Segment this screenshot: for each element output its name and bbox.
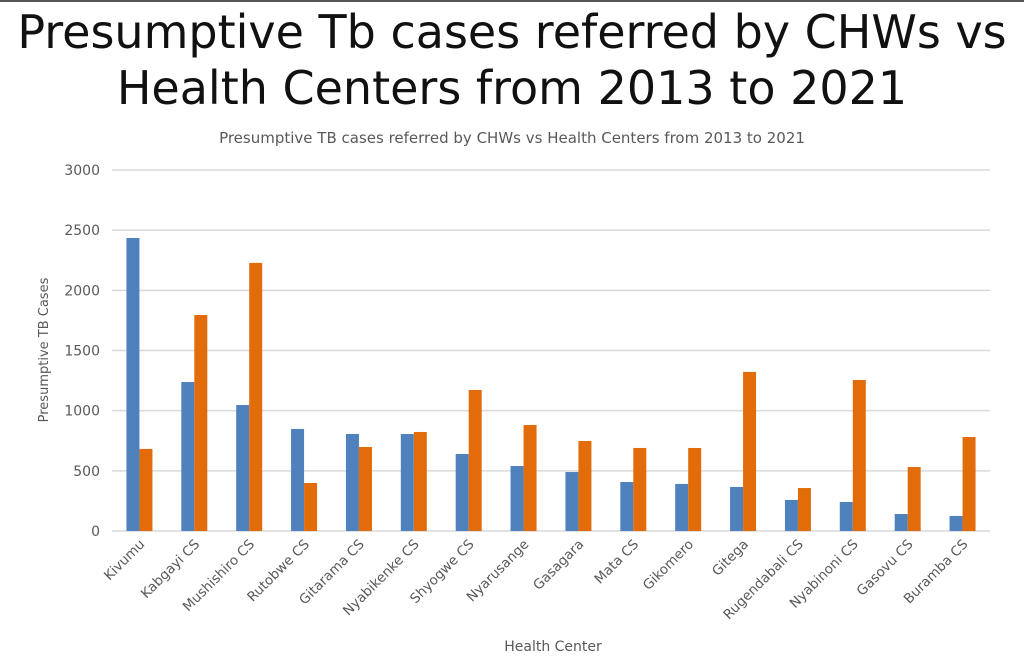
bar-series-1-mushishiro-cs xyxy=(236,405,250,531)
y-tick-label: 2000 xyxy=(64,283,100,299)
bar-series-2-nyabinoni-cs xyxy=(852,379,866,531)
bar-series-1-nyabikenke-cs xyxy=(400,434,414,531)
bar-series-2-gitega xyxy=(743,371,757,531)
y-tick-label: 0 xyxy=(91,524,100,540)
bar-series-1-rutobwe-cs xyxy=(291,428,305,531)
y-tick-label: 1500 xyxy=(64,344,100,360)
y-tick-label: 500 xyxy=(73,464,100,480)
page-title: Presumptive Tb cases referred by CHWs vs… xyxy=(17,5,1007,115)
x-axis-label: Health Center xyxy=(504,639,602,655)
bar-series-1-gikomero xyxy=(675,483,689,531)
bar-series-2-rugendabali-cs xyxy=(797,488,811,531)
bar-series-2-gitarama-cs xyxy=(358,447,372,531)
bar-series-2-gasovu-cs xyxy=(907,466,921,531)
bar-series-2-mata-cs xyxy=(633,447,647,531)
bar-series-2-rutobwe-cs xyxy=(304,482,318,531)
bar-series-1-mata-cs xyxy=(620,482,634,531)
y-tick-label: 3000 xyxy=(64,163,100,179)
bar-series-1-gitarama-cs xyxy=(345,434,359,531)
bar-series-2-mushishiro-cs xyxy=(249,262,263,531)
x-tick-label: Mata CS xyxy=(591,537,642,588)
bar-series-1-nyarusange xyxy=(510,466,524,531)
bar-series-2-gasagara xyxy=(578,440,592,531)
bar-series-2-nyabikenke-cs xyxy=(413,431,427,531)
x-tick-label: Gitega xyxy=(709,537,752,580)
y-axis-label: Presumptive TB Cases xyxy=(37,277,52,422)
chart-title: Presumptive TB cases referred by CHWs vs… xyxy=(219,129,805,147)
bar-series-1-rugendabali-cs xyxy=(784,499,798,531)
bar-series-2-shyogwe-cs xyxy=(468,389,482,531)
bar-series-2-buramba-cs xyxy=(962,437,976,531)
bar-series-1-kabgayi-cs xyxy=(181,382,195,531)
bar-series-2-kabgayi-cs xyxy=(194,315,208,531)
y-tick-label: 1000 xyxy=(64,404,100,420)
bar-series-1-gitega xyxy=(730,486,744,531)
x-tick-label: Gasagara xyxy=(530,537,587,594)
bar-series-1-gasagara xyxy=(565,472,579,531)
bar-series-1-kivumu xyxy=(126,237,140,531)
y-tick-label: 2500 xyxy=(64,223,100,239)
bar-series-2-kivumu xyxy=(139,448,153,531)
x-tick-label: Gikomero xyxy=(640,537,697,594)
bar-series-2-gikomero xyxy=(688,447,702,531)
x-tick-label: Kivumu xyxy=(101,537,148,584)
bar-series-1-nyabinoni-cs xyxy=(839,501,853,531)
bar-series-1-buramba-cs xyxy=(949,515,963,531)
top-border xyxy=(0,0,1024,2)
bar-series-1-shyogwe-cs xyxy=(455,453,469,531)
bar-series-1-gasovu-cs xyxy=(894,514,908,531)
bar-series-2-nyarusange xyxy=(523,424,537,531)
